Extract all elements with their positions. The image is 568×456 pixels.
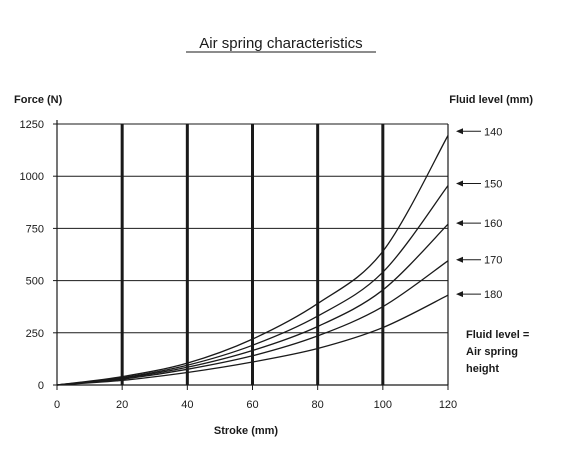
- series-line-170: [56, 260, 449, 386]
- note-line-3: height: [466, 363, 499, 375]
- series-line-180: [56, 294, 449, 386]
- series-labels: 140 150 160 170 180: [456, 126, 502, 301]
- x-tick-label-60: 60: [246, 399, 258, 411]
- y-axis-title: Force (N): [14, 94, 63, 106]
- fluid-level-note: Fluid level = Air spring height: [466, 329, 529, 375]
- x-tick-label-40: 40: [181, 399, 193, 411]
- x-tick-label-0: 0: [54, 399, 60, 411]
- x-tick-label-100: 100: [374, 399, 392, 411]
- series-label-160: 160: [484, 218, 502, 230]
- series-line-160: [56, 223, 449, 386]
- series-line-140: [56, 135, 449, 386]
- y-tick-label-250: 250: [26, 328, 44, 340]
- y-tick-label-1250: 1250: [20, 119, 44, 131]
- y-tick-label-750: 750: [26, 223, 44, 235]
- note-line-1: Fluid level =: [466, 329, 529, 341]
- series-arrow-head-170: [456, 256, 463, 263]
- legend-title: Fluid level (mm): [449, 94, 533, 106]
- series-label-170: 170: [484, 255, 502, 267]
- series-label-180: 180: [484, 289, 502, 301]
- series-arrow-head-160: [456, 220, 463, 227]
- x-axis-title: Stroke (mm): [214, 425, 279, 437]
- y-tick-label-0: 0: [38, 380, 44, 392]
- series-arrow-head-180: [456, 291, 463, 298]
- chart-title: Air spring characteristics: [199, 35, 362, 52]
- series-label-150: 150: [484, 179, 502, 191]
- x-tick-label-80: 80: [312, 399, 324, 411]
- tick-labels: 0 250 500 750 1000 1250 0 20 40 60 80 100 120: [20, 119, 458, 411]
- note-line-2: Air spring: [466, 346, 518, 358]
- series-label-140: 140: [484, 126, 502, 138]
- axes: [53, 120, 449, 390]
- x-tick-label-120: 120: [439, 399, 457, 411]
- grid: [57, 123, 448, 385]
- series-lines: [56, 135, 449, 386]
- series-arrow-head-140: [456, 128, 463, 135]
- y-tick-label-500: 500: [26, 276, 44, 288]
- series-arrow-head-150: [456, 180, 463, 187]
- y-tick-label-1000: 1000: [20, 171, 44, 183]
- x-tick-label-20: 20: [116, 399, 128, 411]
